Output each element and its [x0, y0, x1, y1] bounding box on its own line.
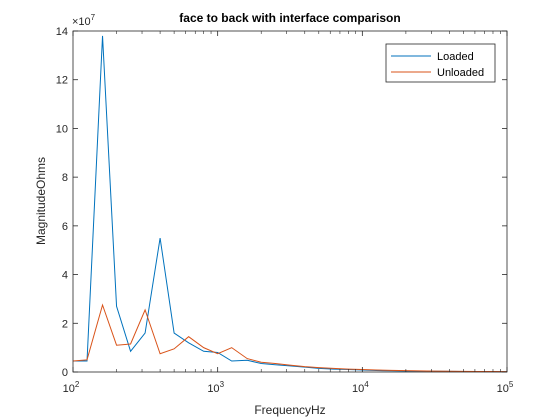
x-tick-power: 3: [220, 380, 225, 389]
chart-title: face to back with interface comparison: [179, 11, 400, 25]
legend: Loaded Unloaded: [385, 43, 496, 83]
x-tick-power: 4: [364, 380, 369, 389]
x-axis-ticks: 102 103 104 105: [63, 31, 514, 395]
plot-area: [73, 31, 507, 372]
x-tick-base: 10: [207, 383, 219, 395]
y-axis-label: MagnitudeOhms: [34, 157, 48, 245]
y-tick-label: 0: [62, 367, 68, 379]
y-tick-label: 4: [62, 270, 68, 282]
x-tick-power: 5: [509, 380, 514, 389]
legend-box: [385, 43, 496, 83]
y-axis-exponent: ×107: [72, 13, 96, 28]
y-tick-label: 8: [62, 172, 68, 184]
y-tick-label: 14: [56, 26, 68, 38]
y-tick-label: 12: [56, 75, 68, 87]
legend-label-loaded: Loaded: [437, 51, 474, 63]
x-tick-base: 10: [352, 383, 364, 395]
y-tick-label: 6: [62, 221, 68, 233]
legend-label-unloaded: Unloaded: [437, 67, 484, 79]
x-tick-label: 103: [207, 380, 224, 395]
series-line-unloaded: [72, 303, 508, 373]
y-tick-label: 10: [56, 123, 68, 135]
series-layer: [72, 35, 508, 373]
x-tick-label: 104: [352, 380, 369, 395]
y-tick-label: 2: [62, 318, 68, 330]
y-axis-ticks: 0 2 4 6 8 10 12 14: [56, 26, 507, 379]
x-tick-label: 105: [497, 380, 514, 395]
x-tick-label: 102: [63, 380, 80, 395]
x-tick-base: 10: [63, 383, 75, 395]
x-tick-power: 2: [75, 380, 80, 389]
y-exponent-power: 7: [91, 13, 96, 22]
x-axis-label: FrequencyHz: [254, 403, 325, 417]
x-tick-base: 10: [497, 383, 509, 395]
axes-box: [72, 30, 508, 373]
y-exponent-base: ×10: [72, 16, 91, 28]
